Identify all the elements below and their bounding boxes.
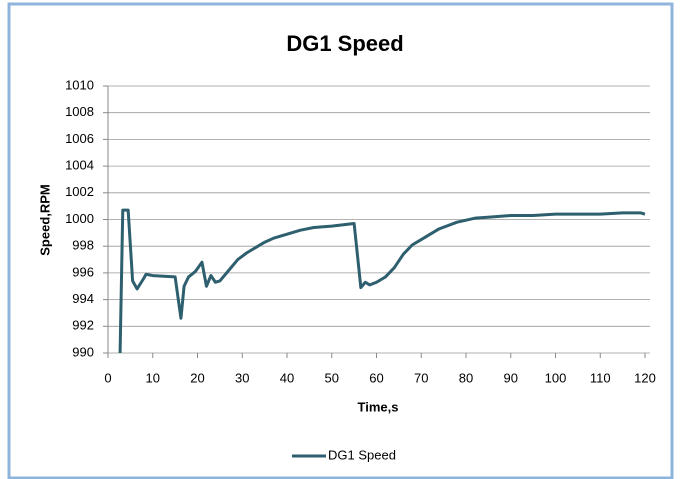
x-axis-label: Time,s	[358, 399, 399, 414]
y-tick-label: 1000	[65, 211, 94, 226]
data-line	[118, 208, 646, 354]
y-tick-label: 994	[72, 291, 94, 306]
x-tick-label: 50	[325, 370, 339, 385]
y-tick-label: 1006	[65, 131, 94, 146]
legend-label: DG1 Speed	[328, 447, 396, 462]
x-tick-label: 70	[414, 370, 428, 385]
y-tick-label: 1004	[65, 158, 94, 173]
y-axis-label: Speed,RPM	[37, 184, 52, 256]
y-tick-label: 1010	[65, 77, 94, 92]
x-tick-label: 20	[190, 370, 204, 385]
y-tick-label: 990	[72, 344, 94, 359]
x-tick-label: 40	[280, 370, 294, 385]
x-tick-label: 60	[369, 370, 383, 385]
y-tick-label: 996	[72, 264, 94, 279]
chart-frame	[7, 2, 674, 479]
x-tick-label: 10	[146, 370, 160, 385]
y-tick-label: 1002	[65, 184, 94, 199]
x-tick-label: 90	[504, 370, 518, 385]
x-tick-label: 110	[590, 370, 611, 385]
y-tick-label: 998	[72, 238, 94, 253]
x-tick-label: 100	[545, 370, 567, 385]
x-tick-label: 0	[104, 370, 111, 385]
x-tick-label: 80	[459, 370, 473, 385]
y-tick-label: 992	[72, 318, 94, 333]
y-tick-label: 1008	[65, 104, 94, 119]
x-tick-label: 30	[235, 370, 249, 385]
chart-title: DG1 Speed	[286, 31, 403, 56]
x-tick-label: 120	[634, 370, 656, 385]
